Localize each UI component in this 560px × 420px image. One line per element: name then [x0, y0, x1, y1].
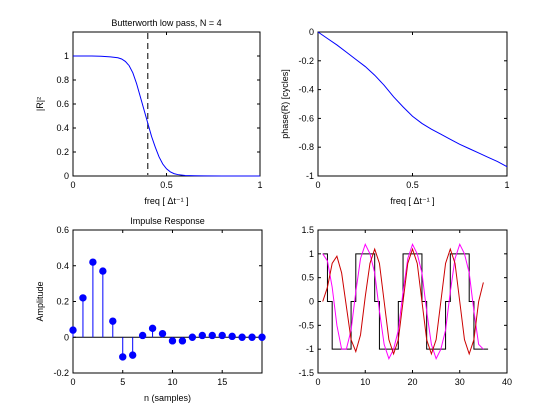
x-tick-label: 15 [217, 377, 227, 387]
y-tick-label: 0.2 [56, 297, 69, 307]
y-tick-label: 0 [309, 297, 314, 307]
plot-frame [72, 31, 261, 177]
stem-marker [119, 353, 127, 361]
stem-marker [109, 317, 117, 325]
stem-marker [188, 333, 197, 341]
y-axis-label: phase(R) [cycles] [280, 69, 290, 139]
plot-2: 0 0.5 1 0 -0.2 -0.4 -0.6 -0.8 -1 freq [ Δt⁻¹ ] pha… [280, 27, 510, 206]
y-tick-label: 0.4 [56, 123, 69, 133]
x-tick-label: 30 [455, 377, 465, 387]
y-tick-label: -0.2 [53, 368, 69, 378]
x-tick-label: 0.5 [406, 180, 419, 190]
y-tick-label: -0.4 [298, 85, 314, 95]
x-tick-label: 1 [257, 180, 262, 190]
x-tick-label: 10 [167, 377, 177, 387]
series-line-black [322, 253, 489, 350]
x-tick-label: 0 [70, 377, 75, 387]
series-line-red [322, 247, 484, 356]
plot-1: 0 0.5 1 0 0.2 0.4 0.6 0.8 1 Butterworth low pass,… [35, 18, 263, 206]
stem-marker [178, 337, 187, 345]
y-tick-label: 0.6 [56, 99, 69, 109]
stem-marker [258, 333, 266, 341]
x-axis-label: freq [ Δt⁻¹ ] [390, 196, 434, 206]
plot-title: Impulse Response [130, 216, 205, 226]
stem-marker [148, 324, 157, 333]
series-line-blue [317, 31, 508, 168]
x-tick-label: 20 [407, 377, 417, 387]
x-tick-label: 10 [360, 377, 370, 387]
x-tick-label: 5 [120, 377, 125, 387]
y-axis-label: |R|² [35, 97, 45, 111]
x-tick-label: 40 [502, 377, 512, 387]
stem-marker [208, 331, 216, 340]
y-tick-label: 0.5 [301, 273, 314, 283]
y-tick-label: 1.5 [301, 225, 314, 235]
plot-title: Butterworth low pass, N = 4 [111, 18, 221, 28]
stem-marker [69, 326, 77, 334]
x-tick-label: 0 [70, 180, 75, 190]
y-axis-label: Amplitude [35, 281, 45, 321]
y-tick-label: 1 [309, 249, 314, 259]
x-axis-label: n (samples) [144, 393, 191, 403]
plot-4: 0 10 20 30 40 1.5 1 0.5 0 -0.5 -1 -1.5 [298, 225, 512, 387]
y-tick-label: 0.4 [56, 261, 69, 271]
plot-frame [317, 31, 508, 177]
stem-marker [168, 337, 177, 345]
y-tick-label: -1 [306, 344, 314, 354]
y-tick-label: -1.5 [298, 368, 314, 378]
y-tick-label: -0.8 [298, 142, 314, 152]
stem-marker [158, 329, 167, 338]
x-tick-label: 0 [315, 180, 320, 190]
stem-marker [218, 331, 226, 340]
stem-marker [89, 258, 97, 266]
y-tick-label: 0 [64, 171, 69, 181]
stem-marker [99, 267, 107, 275]
y-tick-label: -0.5 [298, 320, 314, 330]
y-tick-label: 1 [64, 51, 69, 61]
stem-marker [128, 351, 137, 359]
series-line-blue [73, 55, 260, 177]
y-tick-label: 0.8 [56, 75, 69, 85]
plot-frame [72, 229, 263, 374]
y-tick-label: -0.6 [298, 113, 314, 123]
stem-marker [138, 331, 147, 340]
y-tick-label: -1 [306, 171, 314, 181]
y-tick-label: 0 [309, 27, 314, 37]
y-tick-label: -0.2 [298, 56, 314, 66]
x-tick-label: 0 [315, 377, 320, 387]
stem-marker [248, 333, 256, 341]
stem-marker [198, 331, 207, 340]
y-tick-label: 0.6 [56, 225, 69, 235]
stem-marker [238, 333, 246, 341]
y-tick-label: 0.2 [56, 147, 69, 157]
x-tick-label: 1 [504, 180, 509, 190]
x-tick-label: 0.5 [160, 180, 173, 190]
stem-marker [79, 294, 87, 302]
stem-marker [228, 332, 236, 341]
series-line-magenta [322, 242, 484, 361]
y-tick-label: 0 [64, 332, 69, 342]
x-axis-label: freq [ Δt⁻¹ ] [144, 196, 188, 206]
